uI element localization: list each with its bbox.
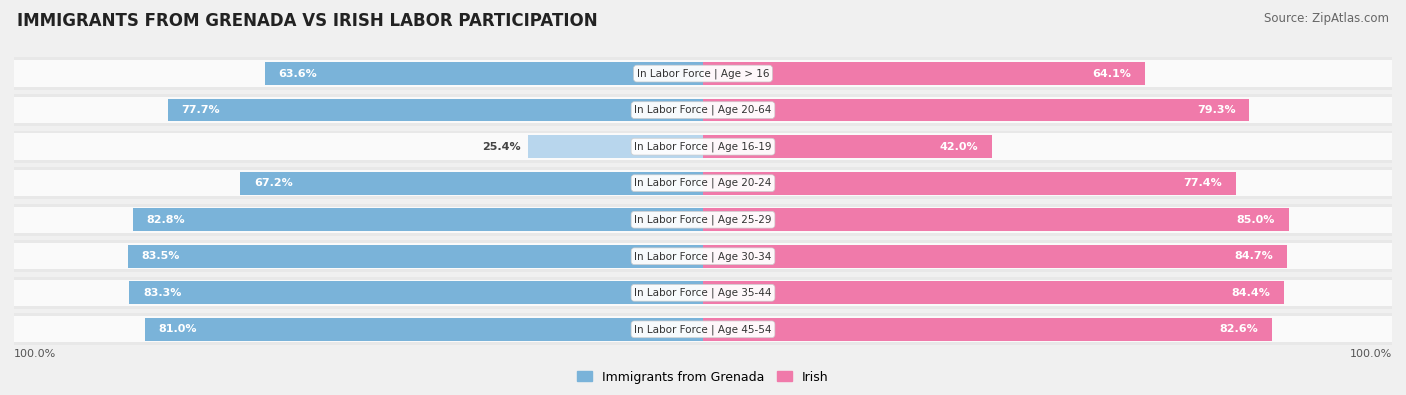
Text: 82.6%: 82.6%: [1219, 324, 1258, 334]
Text: 85.0%: 85.0%: [1236, 215, 1275, 225]
Bar: [703, 172, 1236, 194]
Legend: Immigrants from Grenada, Irish: Immigrants from Grenada, Irish: [572, 365, 834, 389]
Text: In Labor Force | Age 20-64: In Labor Force | Age 20-64: [634, 105, 772, 115]
Bar: [14, 313, 1392, 345]
Text: 81.0%: 81.0%: [159, 324, 197, 334]
Bar: [14, 170, 1392, 196]
Text: 67.2%: 67.2%: [254, 178, 292, 188]
Text: 64.1%: 64.1%: [1092, 69, 1130, 79]
Bar: [240, 172, 703, 194]
Text: 25.4%: 25.4%: [482, 142, 522, 152]
Bar: [703, 135, 993, 158]
Text: In Labor Force | Age > 16: In Labor Force | Age > 16: [637, 68, 769, 79]
Text: In Labor Force | Age 20-24: In Labor Force | Age 20-24: [634, 178, 772, 188]
Bar: [703, 99, 1250, 121]
Bar: [14, 134, 1392, 160]
Text: 42.0%: 42.0%: [941, 142, 979, 152]
Text: 77.7%: 77.7%: [181, 105, 221, 115]
Bar: [14, 60, 1392, 87]
Bar: [703, 209, 1289, 231]
Bar: [128, 245, 703, 267]
Bar: [264, 62, 703, 85]
Bar: [703, 245, 1286, 267]
Bar: [145, 318, 703, 340]
Bar: [14, 58, 1392, 90]
Bar: [703, 318, 1272, 340]
Bar: [14, 316, 1392, 342]
Text: In Labor Force | Age 45-54: In Labor Force | Age 45-54: [634, 324, 772, 335]
Text: 84.7%: 84.7%: [1234, 251, 1272, 261]
Bar: [14, 243, 1392, 269]
Text: 77.4%: 77.4%: [1184, 178, 1222, 188]
Text: 100.0%: 100.0%: [14, 350, 56, 359]
Bar: [14, 277, 1392, 309]
Text: In Labor Force | Age 30-34: In Labor Force | Age 30-34: [634, 251, 772, 261]
Text: Source: ZipAtlas.com: Source: ZipAtlas.com: [1264, 12, 1389, 25]
Bar: [529, 135, 703, 158]
Text: 83.5%: 83.5%: [142, 251, 180, 261]
Text: 83.3%: 83.3%: [143, 288, 181, 298]
Bar: [14, 94, 1392, 126]
Bar: [14, 207, 1392, 233]
Text: In Labor Force | Age 35-44: In Labor Force | Age 35-44: [634, 288, 772, 298]
Bar: [14, 167, 1392, 199]
Bar: [14, 131, 1392, 163]
Bar: [14, 204, 1392, 236]
Bar: [14, 97, 1392, 123]
Bar: [14, 280, 1392, 306]
Text: 100.0%: 100.0%: [1350, 350, 1392, 359]
Text: IMMIGRANTS FROM GRENADA VS IRISH LABOR PARTICIPATION: IMMIGRANTS FROM GRENADA VS IRISH LABOR P…: [17, 12, 598, 30]
Text: 79.3%: 79.3%: [1197, 105, 1236, 115]
Bar: [167, 99, 703, 121]
Bar: [132, 209, 703, 231]
Bar: [14, 240, 1392, 272]
Bar: [703, 282, 1285, 304]
Text: In Labor Force | Age 16-19: In Labor Force | Age 16-19: [634, 141, 772, 152]
Bar: [703, 62, 1144, 85]
Bar: [129, 282, 703, 304]
Text: 84.4%: 84.4%: [1232, 288, 1271, 298]
Text: 63.6%: 63.6%: [278, 69, 318, 79]
Text: In Labor Force | Age 25-29: In Labor Force | Age 25-29: [634, 214, 772, 225]
Text: 82.8%: 82.8%: [146, 215, 186, 225]
